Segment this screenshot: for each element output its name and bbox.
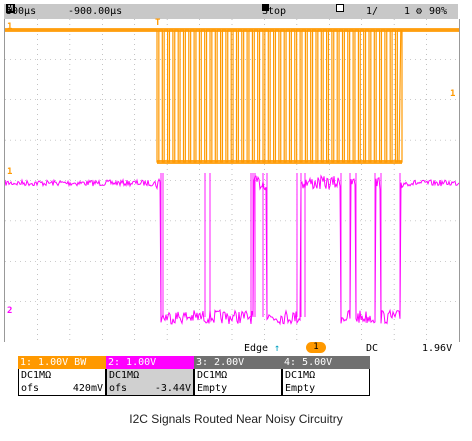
trigger-level-marker-right[interactable]: 1: [450, 89, 456, 99]
waveform-plot: [5, 19, 459, 342]
channel-2-coupling: DC1MΩ: [106, 369, 194, 382]
acquisition-readout: 1/: [366, 6, 379, 17]
ch1-ground-marker[interactable]: 1: [7, 22, 13, 32]
channel-2-waveform: [5, 174, 459, 326]
graticule-grid: [5, 19, 459, 342]
channel-3-offset: Empty: [194, 382, 282, 396]
trigger-level-readout: 1.96V: [422, 343, 453, 354]
run-state-label: Stop: [262, 6, 287, 17]
acquisition-count: 1: [404, 6, 411, 17]
ch1-trigger-level-marker[interactable]: 1: [7, 167, 13, 177]
channel-info-panel: 1: 1.00V BW DC1MΩ ofs 420mV 2: 1.00V DC1…: [18, 356, 370, 396]
m-icon: M: [6, 4, 15, 13]
channel-4-coupling: DC1MΩ: [282, 369, 370, 382]
channel-1-panel[interactable]: 1: 1.00V BW DC1MΩ ofs 420mV: [18, 356, 106, 396]
trigger-coupling: DC: [366, 343, 379, 354]
channel-2-offset-label: ofs: [109, 383, 128, 394]
rising-edge-icon: ↑: [274, 343, 281, 354]
channel-3-panel[interactable]: 3: 2.00V DC1MΩ Empty: [194, 356, 282, 396]
timebase-value: 500µs: [6, 6, 37, 17]
stop-square-icon: [262, 4, 269, 11]
channel-1-coupling: DC1MΩ: [18, 369, 106, 382]
figure-caption: I2C Signals Routed Near Noisy Circuitry: [129, 412, 343, 426]
channel-2-panel[interactable]: 2: 1.00V DC1MΩ ofs -3.44V: [106, 356, 194, 396]
trigger-status-bar: Edge ↑ 1 DC 1.96V: [244, 342, 453, 354]
channel-4-header[interactable]: 4: 5.00V: [282, 356, 370, 369]
channel-1-high-rail: [5, 28, 459, 32]
channel-4-panel[interactable]: 4: 5.00V DC1MΩ Empty: [282, 356, 370, 396]
channel-2-offset: ofs -3.44V: [106, 382, 194, 396]
gear-icon[interactable]: ⚙: [416, 6, 423, 17]
level-readout: 90%: [429, 6, 448, 17]
channel-2-header[interactable]: 2: 1.00V: [106, 356, 194, 369]
channel-1-offset-label: ofs: [21, 383, 40, 394]
channel-3-header[interactable]: 3: 2.00V: [194, 356, 282, 369]
trigger-position-marker[interactable]: T: [155, 18, 161, 28]
channel-1-low-rail: [157, 160, 402, 164]
channel-3-coupling: DC1MΩ: [194, 369, 282, 382]
channel-1-header[interactable]: 1: 1.00V BW: [18, 356, 106, 369]
trigger-type[interactable]: Edge: [244, 343, 269, 354]
top-status-bar: M 500µs -900.00µs Stop 1/ 1 ⚙ 90%: [4, 4, 458, 19]
channel-1-trace: [5, 28, 459, 164]
ch2-ground-marker[interactable]: 2: [7, 306, 13, 316]
channel-2-trace: [5, 173, 459, 326]
channel-1-offset: ofs 420mV: [18, 382, 106, 396]
waveform-display[interactable]: 1 1 1 2 T: [4, 18, 460, 342]
channel-1-offset-value: 420mV: [72, 383, 103, 394]
channel-2-offset-value: -3.44V: [154, 383, 191, 394]
delay-readout[interactable]: -900.00µs: [68, 6, 123, 17]
channel-4-offset: Empty: [282, 382, 370, 396]
